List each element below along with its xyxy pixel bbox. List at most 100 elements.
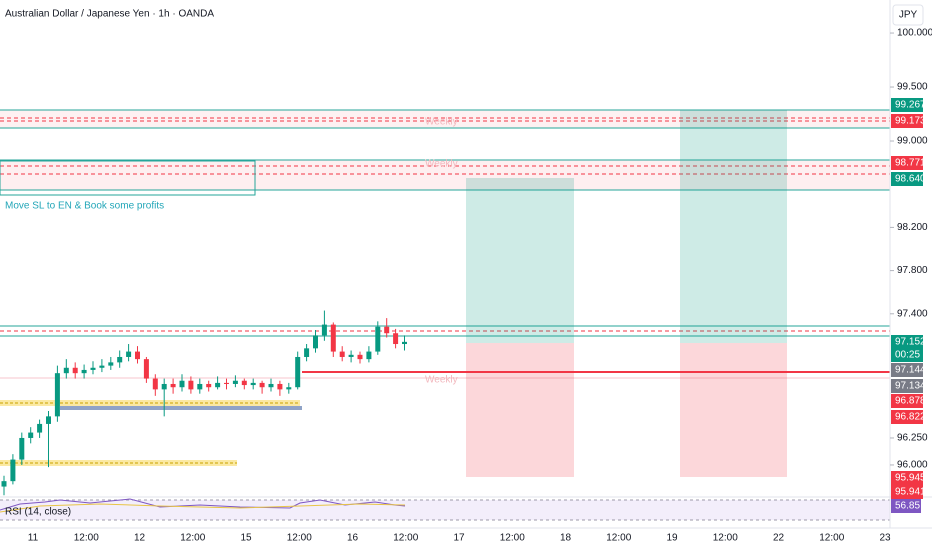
time-tick-label: 12:00 (500, 533, 525, 544)
candle-body (90, 367, 96, 370)
weekly-zone (0, 110, 890, 128)
rsi-label: RSI (14, close) (5, 507, 71, 518)
currency-button[interactable] (892, 4, 924, 26)
long-stop (680, 343, 787, 477)
price-tick-label: 99.500 (897, 82, 928, 93)
time-tick-label: 12:00 (606, 533, 631, 544)
price-badge (891, 471, 923, 485)
time-tick-label: 11 (28, 533, 39, 544)
price-tick-label: 100.000 (897, 28, 932, 39)
support-zone (60, 406, 302, 410)
time-tick-label: 16 (347, 533, 359, 544)
candle-body (215, 382, 221, 388)
price-badge (891, 348, 923, 362)
currency-label[interactable]: JPY (899, 10, 918, 21)
time-tick-label: 12:00 (819, 533, 844, 544)
time-tick-label: 19 (666, 533, 678, 544)
candle-body (28, 432, 34, 438)
price-badge-label: 95.941 (895, 487, 926, 498)
price-badge-label: 97.144 (895, 365, 926, 376)
candle-body (295, 356, 301, 388)
price-badge (891, 379, 923, 393)
candle-body (224, 382, 229, 384)
candle-body (46, 416, 51, 424)
candle-body (357, 354, 363, 360)
price-badge (891, 394, 923, 408)
candle-body (402, 341, 407, 345)
candle-body (339, 351, 345, 357)
candle-body (37, 423, 43, 433)
price-badge (891, 114, 923, 128)
rsi-badge (891, 499, 921, 513)
price-tick-label: 98.200 (897, 222, 928, 233)
candle-body (197, 383, 203, 390)
candle-body (206, 383, 212, 388)
price-badge-label: 96.878 (895, 396, 926, 407)
price-badge (891, 410, 923, 424)
rsi-band (0, 500, 890, 520)
candle-body (143, 359, 149, 379)
candle-body (179, 380, 185, 388)
candle-body (1, 481, 7, 487)
weekly-zone (0, 160, 890, 190)
candle-body (161, 383, 167, 390)
zone-label: Weekly (425, 159, 458, 170)
candle-body (152, 378, 158, 390)
long-stop (466, 343, 574, 477)
price-tick-label: 97.800 (897, 265, 928, 276)
price-badge-label: 97.134 (895, 381, 926, 392)
candle-body (330, 324, 336, 352)
candle-body (10, 459, 16, 482)
candle-body (313, 335, 318, 349)
long-target (466, 178, 574, 343)
candle-body (232, 380, 238, 384)
candle-body (321, 324, 327, 336)
candle-body (348, 354, 354, 357)
candle-body (366, 351, 372, 360)
candle-body (108, 362, 114, 366)
price-tick-label: 96.000 (897, 460, 928, 471)
candle-body (286, 387, 292, 390)
support-zone (0, 460, 237, 466)
candle-body (259, 382, 265, 388)
long-target (680, 110, 787, 343)
price-badge (891, 156, 923, 170)
candle-body (81, 369, 87, 374)
price-badge-label: 97.152 (895, 337, 926, 348)
chart-title: Australian Dollar / Japanese Yen · 1h · … (5, 9, 214, 20)
candle-body (135, 351, 140, 360)
rsi-ma (0, 503, 406, 513)
candle-body (126, 351, 132, 357)
candle-body (19, 437, 25, 460)
candle-body (384, 326, 390, 334)
time-tick-label: 12 (134, 533, 146, 544)
note: Move SL to EN & Book some profits (5, 201, 164, 212)
price-tick-label: 96.250 (897, 433, 928, 444)
price-badge (891, 335, 923, 349)
time-tick-label: 23 (879, 533, 891, 544)
candle-body (99, 365, 105, 368)
time-tick-label: 12:00 (713, 533, 738, 544)
time-tick-label: 12:00 (393, 533, 418, 544)
price-badge-label: 95.945 (895, 473, 926, 484)
note-box (0, 160, 256, 196)
candle-body (304, 348, 310, 357)
candle-body (188, 380, 194, 390)
price-tick-label: 97.400 (897, 308, 928, 319)
candle-body (72, 367, 78, 374)
price-badge (891, 172, 923, 186)
price-badge-label: 99.173 (895, 116, 926, 127)
price-badge-label: 99.267 (895, 100, 926, 111)
time-tick-label: 17 (453, 533, 465, 544)
candle-body (170, 383, 176, 388)
price-badge (891, 485, 923, 499)
candle-body (241, 380, 247, 386)
price-badge (891, 98, 923, 112)
zone-label: Weekly (425, 375, 458, 386)
time-tick-label: 15 (240, 533, 252, 544)
candle-body (268, 383, 274, 388)
candle-body (277, 383, 283, 390)
time-tick-label: 12:00 (287, 533, 312, 544)
price-badge (891, 363, 923, 377)
